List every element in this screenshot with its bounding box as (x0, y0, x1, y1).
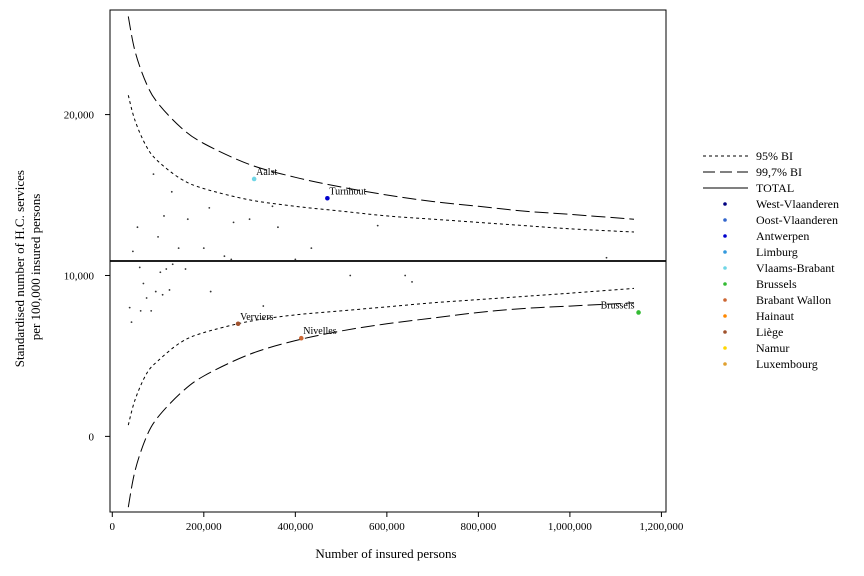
data-point (202, 247, 205, 250)
data-point (262, 305, 265, 307)
data-point-brussels (636, 310, 641, 315)
data-point (248, 218, 251, 221)
x-tick-label: 400,000 (277, 521, 313, 533)
y-tick-label: 0 (89, 431, 95, 443)
data-point (163, 215, 165, 217)
data-point (177, 247, 180, 250)
x-axis-title: Number of insured persons (315, 546, 456, 561)
data-point (277, 226, 279, 229)
legend-label-namur: Namur (756, 341, 789, 355)
legend-label-99-7-bi: 99,7% BI (756, 165, 802, 179)
x-tick-label: 1,000,000 (548, 521, 593, 533)
x-tick-label: 1,200,000 (639, 521, 684, 533)
legend-label-limburg: Limburg (756, 245, 798, 259)
data-point (161, 293, 164, 296)
legend-label-brussels: Brussels (756, 277, 797, 291)
data-point (154, 290, 157, 293)
data-point (165, 268, 168, 270)
data-point (136, 226, 139, 229)
data-point (232, 221, 235, 224)
data-point (605, 256, 608, 259)
data-point (131, 250, 134, 253)
legend-label-west-vlaanderen: West-Vlaanderen (756, 197, 839, 211)
data-point (349, 274, 352, 277)
x-tick-label: 0 (110, 521, 116, 533)
annotation-verviers: Verviers (240, 312, 273, 323)
legend-marker-luxembourg (723, 362, 727, 366)
data-point-hainaut (298, 335, 304, 341)
data-point (186, 218, 189, 221)
legend-marker-limburg (723, 250, 727, 254)
control-limits (127, 16, 635, 508)
legend-label-95-bi: 95% BI (756, 149, 793, 163)
data-point (168, 289, 171, 291)
data-point (128, 306, 131, 309)
data-point-vlaams-brabant (251, 176, 257, 182)
legend-marker-west-vlaanderen (723, 202, 727, 206)
x-tick-label: 600,000 (369, 521, 405, 533)
data-point (159, 271, 162, 274)
point-annotations: Aalst Turnhout Verviers Nivelles Brussels (240, 167, 635, 337)
data-point (230, 258, 233, 261)
limit-95-upper (127, 95, 635, 233)
annotation-brussels: Brussels (601, 300, 635, 311)
data-point (404, 274, 407, 277)
data-point (376, 224, 379, 227)
limit-997-upper (127, 16, 635, 220)
y-axis: 0 10,000 20,000 (64, 110, 110, 443)
data-point (150, 309, 153, 312)
data-point (208, 207, 211, 209)
legend-marker-antwerpen (723, 234, 727, 238)
legend-marker-namur (723, 346, 727, 350)
limit-95-lower (127, 287, 635, 426)
legend-marker-li-ge (723, 330, 727, 334)
data-point (142, 282, 145, 285)
data-point (271, 205, 274, 208)
data-point (157, 235, 159, 238)
data-point-antwerpen (325, 195, 330, 201)
data-point (184, 268, 187, 270)
limit-997-lower (127, 302, 635, 508)
data-point (310, 247, 313, 250)
x-tick-label: 200,000 (186, 521, 222, 533)
y-axis-title-line-2: per 100,000 insured persons (28, 194, 43, 341)
data-point (170, 190, 173, 193)
data-point (145, 297, 148, 299)
data-point (139, 309, 142, 312)
legend-label-li-ge: Liège (756, 325, 783, 339)
legend-label-oost-vlaanderen: Oost-Vlaanderen (756, 213, 838, 227)
legend-label-hainaut: Hainaut (756, 309, 795, 323)
x-axis: 0 200,000 400,000 600,000 800,000 1,000,000 1,… (110, 512, 684, 533)
y-axis-title-line-1: Standardised number of H.C. services (12, 170, 27, 367)
data-point (152, 173, 155, 176)
y-tick-label: 20,000 (64, 110, 95, 122)
annotation-aalst: Aalst (256, 167, 277, 178)
data-point (411, 281, 413, 283)
data-point (171, 263, 174, 266)
legend-label-antwerpen: Antwerpen (756, 229, 809, 243)
data-point (209, 290, 212, 293)
data-points (128, 173, 641, 341)
annotation-nivelles: Nivelles (303, 326, 336, 337)
data-point (223, 255, 226, 258)
legend-marker-oost-vlaanderen (723, 218, 727, 222)
legend-marker-hainaut (723, 314, 727, 318)
legend-label-brabant-wallon: Brabant Wallon (756, 293, 831, 307)
legend-label-total: TOTAL (756, 181, 794, 195)
y-tick-label: 10,000 (64, 270, 95, 282)
y-axis-title: Standardised number of H.C. services per… (12, 167, 43, 367)
data-point-li-ge (235, 321, 241, 327)
legend: 95% BI 99,7% BI TOTAL West-Vlaanderen Oost-V… (703, 149, 839, 371)
legend-label-vlaams-brabant: Vlaams-Brabant (756, 261, 835, 275)
legend-marker-vlaams-brabant (723, 266, 727, 270)
x-tick-label: 800,000 (461, 521, 497, 533)
data-point (130, 321, 133, 324)
legend-marker-brussels (723, 282, 727, 286)
data-point (138, 266, 141, 269)
annotation-turnhout: Turnhout (329, 186, 366, 197)
data-point (294, 258, 297, 261)
legend-label-luxembourg: Luxembourg (756, 357, 818, 371)
legend-marker-brabant-wallon (723, 298, 727, 302)
